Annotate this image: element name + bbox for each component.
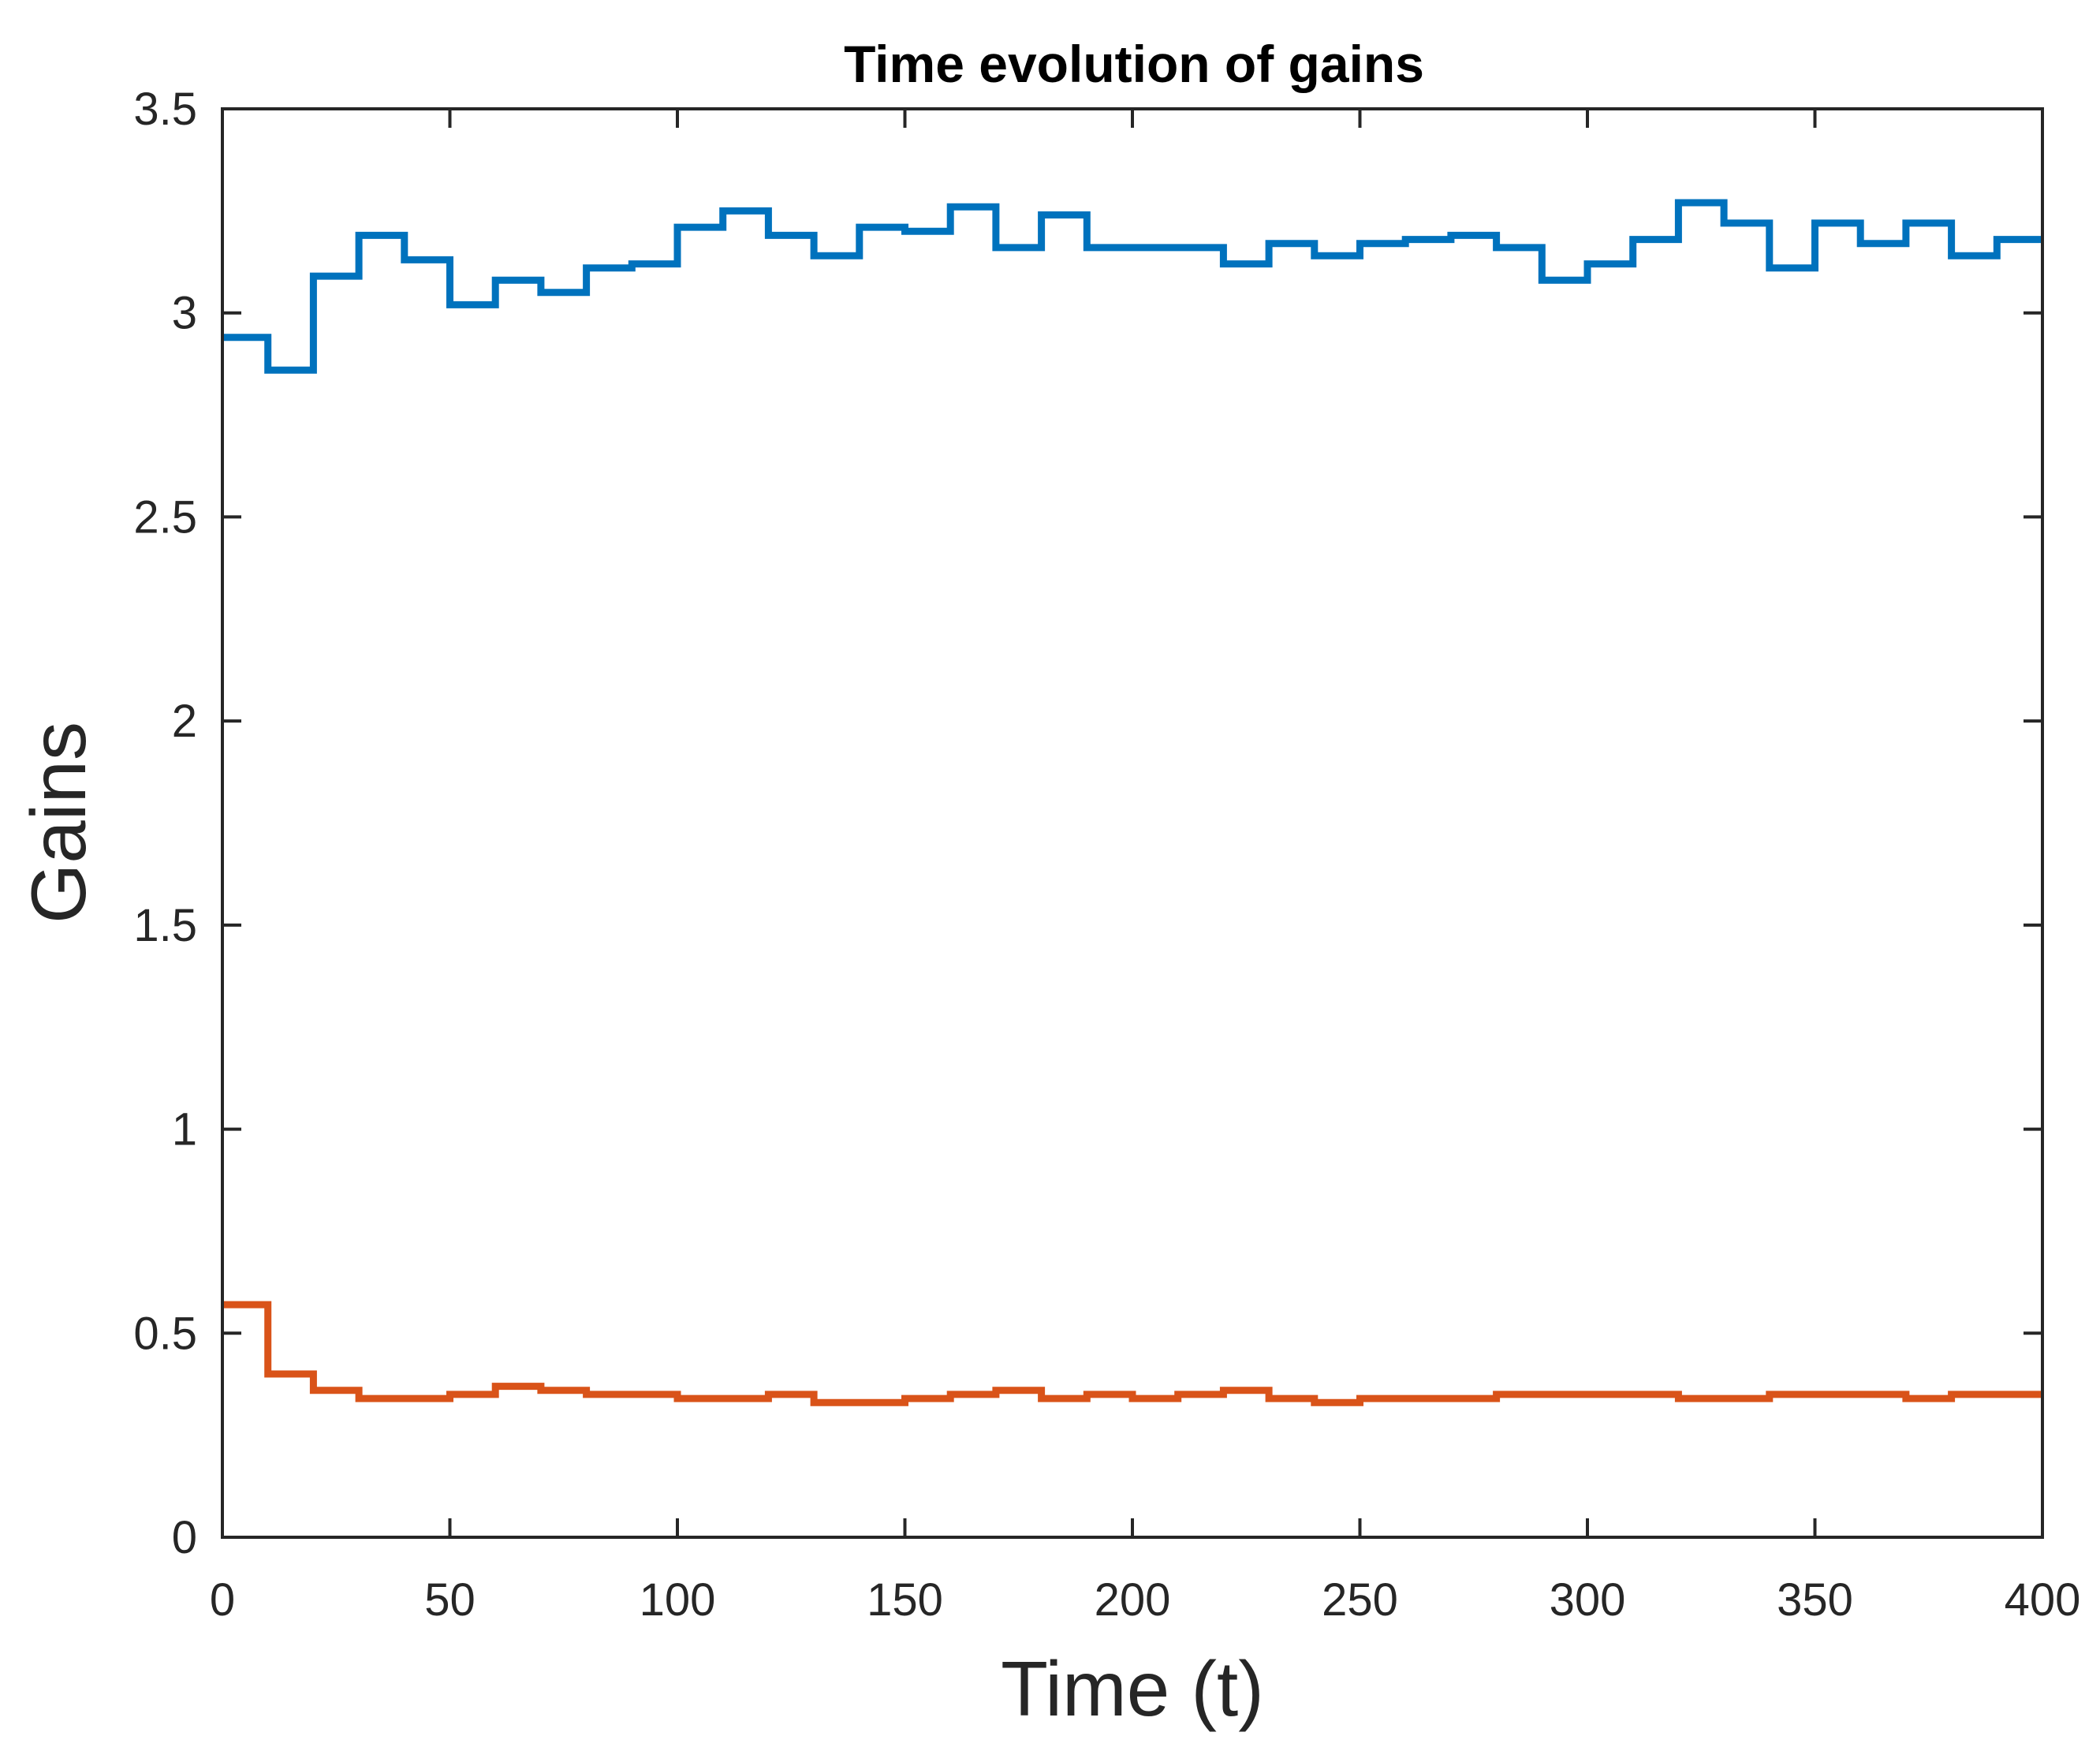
x-tick-label: 50 bbox=[424, 1574, 476, 1626]
series-line-1 bbox=[222, 199, 2042, 374]
chart-title: Time evolution of gains bbox=[844, 35, 1424, 93]
x-tick-label: 250 bbox=[1322, 1574, 1398, 1626]
y-tick-label: 2.5 bbox=[133, 491, 197, 543]
y-tick-label: 3 bbox=[172, 288, 197, 339]
x-tick-label: 0 bbox=[210, 1574, 235, 1626]
x-tick-label: 150 bbox=[867, 1574, 943, 1626]
x-tick-label: 100 bbox=[640, 1574, 716, 1626]
y-tick-label: 1.5 bbox=[133, 900, 197, 951]
x-tick-label: 200 bbox=[1095, 1574, 1171, 1626]
series-layer bbox=[222, 199, 2042, 1406]
y-tick-label: 0.5 bbox=[133, 1308, 197, 1359]
x-axis-label: Time (t) bbox=[1001, 1645, 1264, 1732]
y-tick-label: 2 bbox=[172, 696, 197, 747]
x-tick-label: 400 bbox=[2005, 1574, 2081, 1626]
series-line-2 bbox=[222, 1301, 2042, 1406]
y-tick-label: 0 bbox=[172, 1512, 197, 1563]
y-tick-label: 3.5 bbox=[133, 84, 197, 135]
x-tick-label: 300 bbox=[1550, 1574, 1626, 1626]
y-axis: 0 0.5 1 1.5 2 2.5 3 3.5 bbox=[133, 84, 2042, 1563]
x-tick-label: 350 bbox=[1777, 1574, 1853, 1626]
plot-area bbox=[221, 107, 2044, 1539]
x-axis: 0 50 100 150 200 250 300 350 400 bbox=[210, 109, 2081, 1626]
y-axis-label: Gains bbox=[15, 722, 102, 924]
y-tick-label: 1 bbox=[172, 1104, 197, 1156]
